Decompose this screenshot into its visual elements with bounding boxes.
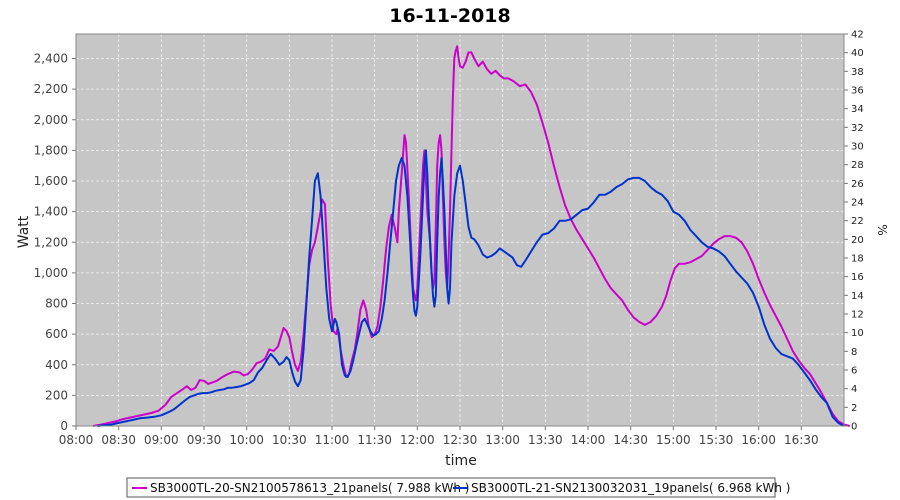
- y2-tick-label: 30: [851, 142, 864, 153]
- y2-tick-label: 2: [851, 403, 857, 414]
- y-tick-label: 2,000: [34, 113, 68, 127]
- y2-tick-label: 38: [851, 67, 864, 78]
- y-tick-label: 400: [45, 358, 68, 372]
- x-axis: 08:00 08:30 09:00 09:30 10:00 10:30 11:00 11:30…: [59, 426, 819, 447]
- y-tick-label: 1,800: [34, 143, 68, 157]
- y-tick-label: 2,400: [34, 52, 68, 66]
- y2-tick-label: 4: [851, 384, 857, 395]
- x-tick-label: 11:00: [315, 433, 350, 447]
- x-tick-label: 10:00: [229, 433, 264, 447]
- y-tick-label: 600: [45, 327, 68, 341]
- x-tick-label: 09:30: [187, 433, 222, 447]
- legend-label-series-2: SB3000TL-21-SN2130032031_19panels( 6.968…: [471, 481, 790, 495]
- y2-tick-label: 40: [851, 48, 864, 59]
- y-tick-label: 0: [60, 419, 68, 433]
- x-tick-label: 15:30: [699, 433, 734, 447]
- chart-title: 16-11-2018: [389, 5, 511, 27]
- y2-tick-label: 26: [851, 179, 864, 190]
- x-tick-label: 16:30: [784, 433, 819, 447]
- x-tick-label: 13:30: [528, 433, 563, 447]
- y2-tick-label: 24: [851, 198, 864, 209]
- y2-tick-label: 8: [851, 347, 857, 358]
- x-tick-label: 12:00: [400, 433, 435, 447]
- x-axis-label: time: [445, 453, 477, 469]
- y-tick-label: 800: [45, 297, 68, 311]
- x-tick-label: 12:30: [443, 433, 478, 447]
- y2-tick-label: 6: [851, 366, 857, 377]
- x-tick-label: 13:00: [485, 433, 520, 447]
- y-tick-label: 1,600: [34, 174, 68, 188]
- y2-tick-label: 0: [851, 422, 857, 433]
- y2-tick-label: 28: [851, 160, 864, 171]
- legend: SB3000TL-20-SN2100578613_21panels( 7.988…: [126, 477, 790, 498]
- x-tick-label: 11:30: [357, 433, 392, 447]
- y-axis: 0 200 400 600 800 1,000 1,200 1,400 1,600 1,800 2,…: [34, 52, 76, 433]
- y2-tick-label: 36: [851, 86, 864, 97]
- x-tick-label: 15:00: [656, 433, 691, 447]
- y-tick-label: 1,400: [34, 205, 68, 219]
- y-axis-label: Watt: [16, 215, 32, 248]
- x-tick-label: 09:00: [144, 433, 179, 447]
- y-tick-label: 2,200: [34, 82, 68, 96]
- y2-tick-label: 12: [851, 310, 864, 321]
- legend-box: [126, 477, 776, 498]
- x-tick-label: 16:00: [741, 433, 776, 447]
- series-layer: [92, 45, 850, 427]
- x-tick-label: 08:30: [101, 433, 136, 447]
- y2-tick-label: 22: [851, 216, 864, 227]
- y2-tick-label: 32: [851, 123, 864, 134]
- legend-label-series-1: SB3000TL-20-SN2100578613_21panels( 7.988…: [150, 481, 469, 495]
- x-tick-label: 14:30: [613, 433, 648, 447]
- y-tick-label: 1,200: [34, 235, 68, 249]
- y2-axis-label: %: [875, 224, 889, 235]
- y2-tick-label: 34: [851, 104, 864, 115]
- series-line-2: [97, 149, 845, 427]
- y-tick-label: 200: [45, 388, 68, 402]
- y2-tick-label: 20: [851, 235, 864, 246]
- x-tick-label: 10:30: [272, 433, 307, 447]
- x-tick-label: 14:00: [571, 433, 606, 447]
- y2-tick-label: 16: [851, 272, 864, 283]
- y-tick-label: 1,000: [34, 266, 68, 280]
- y2-tick-label: 18: [851, 254, 864, 265]
- y2-tick-label: 10: [851, 328, 864, 339]
- y2-tick-label: 14: [851, 291, 864, 302]
- y2-tick-label: 42: [851, 30, 864, 41]
- x-tick-label: 08:00: [59, 433, 94, 447]
